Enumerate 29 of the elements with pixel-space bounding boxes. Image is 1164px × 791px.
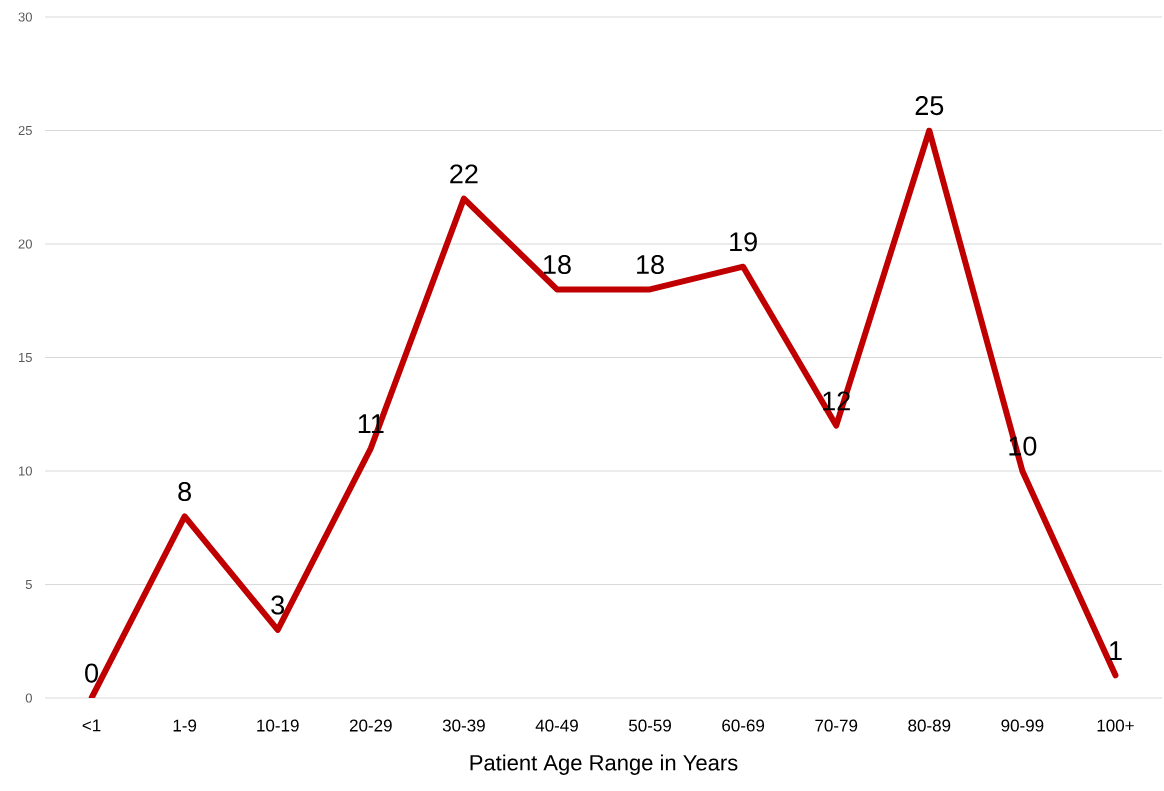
x-tick-label: 60-69 <box>722 719 765 732</box>
data-label: 8 <box>178 481 191 502</box>
data-label: 18 <box>544 254 571 275</box>
x-tick-label: 30-39 <box>442 719 485 732</box>
x-tick-label: 40-49 <box>535 719 578 732</box>
data-label: 22 <box>450 164 478 184</box>
data-label: 1 <box>1110 641 1122 660</box>
x-tick-label: <1 <box>82 719 101 732</box>
data-label: 18 <box>637 254 664 275</box>
x-tick-label: 100+ <box>1097 719 1134 732</box>
x-axis-title: Patient Age Range in Years <box>470 754 738 775</box>
y-tick-label: 25 <box>18 125 32 136</box>
y-tick-label: 30 <box>18 12 32 22</box>
data-label: 3 <box>271 595 285 615</box>
y-tick-label: 5 <box>25 579 32 590</box>
data-label: 19 <box>730 232 757 252</box>
x-tick-label: 10-19 <box>257 719 299 732</box>
data-label: 0 <box>85 663 98 683</box>
y-tick-label: 15 <box>19 352 32 363</box>
x-tick-label: 1-9 <box>173 719 197 732</box>
x-tick-label: 70-79 <box>815 719 858 732</box>
x-tick-label: 20-29 <box>349 719 392 732</box>
y-tick-label: 0 <box>25 693 32 703</box>
x-tick-label: 90-99 <box>1001 719 1044 732</box>
y-tick-label: 20 <box>18 239 32 249</box>
x-tick-label: 50-59 <box>628 719 671 732</box>
y-tick-label: 10 <box>19 466 32 476</box>
data-label: 25 <box>915 96 944 116</box>
x-tick-label: 80-89 <box>908 719 951 732</box>
